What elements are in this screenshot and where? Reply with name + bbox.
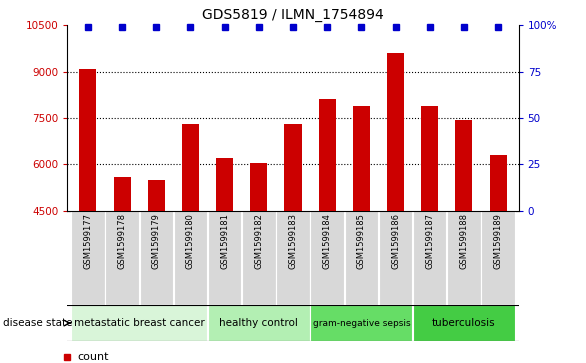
Bar	[353, 106, 370, 211]
Text: healthy control: healthy control	[219, 318, 298, 328]
Bar	[345, 211, 378, 305]
Bar	[208, 305, 310, 341]
Bar	[242, 211, 275, 305]
Bar	[284, 124, 302, 211]
Bar	[311, 305, 413, 341]
Bar	[250, 163, 267, 211]
Text: GSM1599178: GSM1599178	[118, 213, 127, 269]
Bar	[148, 180, 165, 211]
Bar	[276, 211, 310, 305]
Bar	[413, 211, 447, 305]
Text: GSM1599187: GSM1599187	[425, 213, 434, 269]
Bar	[489, 155, 507, 211]
Text: GSM1599188: GSM1599188	[459, 213, 468, 269]
Bar	[319, 99, 336, 211]
Text: GSM1599185: GSM1599185	[357, 213, 366, 269]
Title: GDS5819 / ILMN_1754894: GDS5819 / ILMN_1754894	[202, 8, 384, 22]
Bar	[447, 211, 481, 305]
Bar	[387, 53, 404, 211]
Bar	[182, 124, 199, 211]
Bar	[216, 158, 233, 211]
Text: GSM1599189: GSM1599189	[493, 213, 503, 269]
Text: gram-negative sepsis: gram-negative sepsis	[312, 319, 410, 327]
Text: GSM1599181: GSM1599181	[220, 213, 229, 269]
Bar	[311, 211, 344, 305]
Text: GSM1599184: GSM1599184	[323, 213, 332, 269]
Bar	[455, 119, 472, 211]
Bar	[105, 211, 139, 305]
Text: GSM1599182: GSM1599182	[254, 213, 263, 269]
Text: count: count	[77, 352, 109, 362]
Text: disease state: disease state	[3, 318, 73, 328]
Bar	[114, 177, 131, 211]
Text: tuberculosis: tuberculosis	[432, 318, 496, 328]
Bar	[379, 211, 413, 305]
Bar	[413, 305, 515, 341]
Text: GSM1599183: GSM1599183	[288, 213, 298, 269]
Bar	[208, 211, 241, 305]
Text: GSM1599177: GSM1599177	[83, 213, 93, 269]
Text: GSM1599180: GSM1599180	[186, 213, 195, 269]
Text: metastatic breast cancer: metastatic breast cancer	[74, 318, 205, 328]
Bar	[139, 211, 173, 305]
Bar	[79, 69, 97, 211]
Text: GSM1599179: GSM1599179	[152, 213, 161, 269]
Bar	[71, 305, 207, 341]
Bar	[421, 106, 438, 211]
Bar	[481, 211, 515, 305]
Bar	[71, 211, 105, 305]
Text: GSM1599186: GSM1599186	[391, 213, 400, 269]
Bar	[173, 211, 207, 305]
